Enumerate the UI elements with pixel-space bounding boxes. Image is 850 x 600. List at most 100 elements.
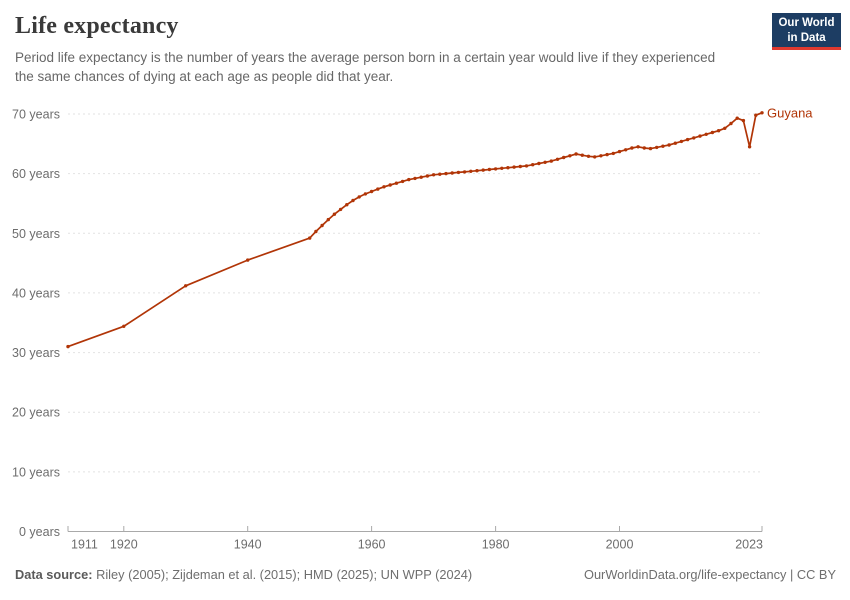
data-point xyxy=(351,198,355,203)
data-point xyxy=(760,111,764,115)
data-point xyxy=(611,151,615,156)
page-title: Life expectancy xyxy=(15,13,179,39)
y-tick-label: 0 years xyxy=(19,525,60,539)
y-tick-label: 10 years xyxy=(12,465,60,479)
data-point xyxy=(376,187,380,191)
data-point xyxy=(729,121,733,126)
data-point xyxy=(593,155,597,159)
data-point xyxy=(537,161,541,166)
data-point xyxy=(407,177,411,182)
data-point xyxy=(568,154,572,158)
data-point xyxy=(382,185,386,189)
data-point xyxy=(692,136,696,140)
data-point xyxy=(679,139,684,144)
data-point xyxy=(326,217,330,222)
x-tick-label: 1940 xyxy=(234,538,262,552)
data-point xyxy=(518,164,522,169)
data-point xyxy=(369,189,374,194)
y-tick-label: 70 years xyxy=(12,108,60,122)
data-point xyxy=(444,171,448,176)
data-point xyxy=(543,160,547,164)
data-point xyxy=(555,157,560,161)
data-point xyxy=(345,203,349,207)
data-point xyxy=(184,284,188,288)
x-tick-label: 1920 xyxy=(110,538,138,552)
y-tick-label: 60 years xyxy=(12,167,60,181)
data-point xyxy=(122,324,126,328)
data-point xyxy=(716,129,721,133)
data-point xyxy=(605,152,609,157)
x-tick-label: 2023 xyxy=(735,538,763,552)
data-point xyxy=(332,212,337,216)
data-point xyxy=(500,166,504,170)
data-point xyxy=(246,258,250,262)
data-point xyxy=(574,152,578,156)
data-point xyxy=(667,143,671,147)
y-tick-label: 20 years xyxy=(12,406,60,420)
data-point xyxy=(704,132,708,136)
y-tick-label: 40 years xyxy=(12,286,60,300)
data-point xyxy=(481,168,485,172)
data-point xyxy=(599,154,603,158)
data-point xyxy=(754,113,758,117)
data-point xyxy=(363,192,368,196)
data-point xyxy=(524,164,529,168)
data-point xyxy=(580,153,584,157)
data-point xyxy=(431,173,436,177)
data-point xyxy=(747,145,752,149)
data-source-note: Data source: Riley (2005); Zijdeman et a… xyxy=(15,567,472,582)
data-point xyxy=(673,141,677,145)
data-point xyxy=(723,126,727,130)
data-point xyxy=(655,145,659,150)
data-point xyxy=(698,134,702,138)
x-tick-label: 1911 xyxy=(71,538,98,552)
data-point xyxy=(66,344,70,349)
data-point xyxy=(512,165,516,169)
owid-logo-line2: in Data xyxy=(787,31,826,44)
y-tick-label: 30 years xyxy=(12,346,60,360)
entity-label: Guyana xyxy=(767,105,813,120)
data-point xyxy=(357,195,361,199)
data-point xyxy=(308,236,312,240)
citation-link[interactable]: OurWorldinData.org/life-expectancy | CC … xyxy=(583,567,836,582)
data-point xyxy=(456,170,461,175)
data-point xyxy=(642,146,646,150)
data-point xyxy=(338,207,343,212)
y-tick-label: 50 years xyxy=(12,227,60,241)
data-point xyxy=(562,155,566,160)
chart-footer: Data source: Riley (2005); Zijdeman et a… xyxy=(15,567,836,582)
data-point xyxy=(419,175,423,179)
owid-logo-line1: Our World xyxy=(778,17,835,29)
data-point xyxy=(438,172,442,176)
data-point xyxy=(661,144,665,148)
data-point xyxy=(506,166,510,170)
data-point xyxy=(462,170,467,174)
owid-logo[interactable]: Our World in Data xyxy=(772,13,841,50)
data-point xyxy=(394,181,399,185)
data-point xyxy=(487,167,492,172)
chart-subtitle: Period life expectancy is the number of … xyxy=(15,50,716,85)
data-point xyxy=(735,116,739,120)
data-point xyxy=(617,149,622,154)
x-tick-label: 1960 xyxy=(358,538,386,552)
data-point xyxy=(400,179,405,184)
data-point xyxy=(741,118,746,123)
x-tick-label: 1980 xyxy=(482,538,510,552)
data-point xyxy=(388,183,392,187)
data-point xyxy=(685,137,690,142)
x-tick-label: 2000 xyxy=(606,538,634,552)
data-point xyxy=(586,154,591,158)
chart-header: Life expectancy Period life expectancy i… xyxy=(15,13,760,86)
data-point xyxy=(531,163,535,167)
data-point xyxy=(320,223,324,228)
data-point xyxy=(648,146,653,151)
data-point xyxy=(314,229,318,234)
data-point xyxy=(710,130,715,135)
data-source-label: Data source: xyxy=(15,567,93,582)
data-point xyxy=(493,167,498,171)
data-point xyxy=(450,171,454,175)
data-source-text: Riley (2005); Zijdeman et al. (2015); HM… xyxy=(96,567,473,582)
data-point xyxy=(469,169,473,173)
data-point xyxy=(636,145,640,149)
